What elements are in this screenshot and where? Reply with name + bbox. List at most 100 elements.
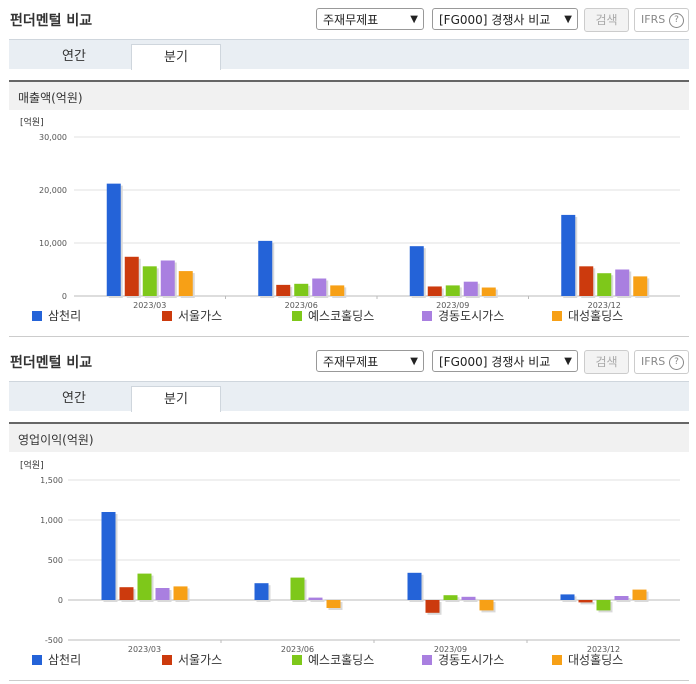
y-tick-label: -500 <box>45 636 63 645</box>
bar <box>461 596 476 600</box>
legend-label: 경동도시가스 <box>438 309 504 323</box>
fundamental-widget-sales: 펀더멘털 비교 주재무제표 ▼ [FG000] 경쟁사 비교 ▼ 검색 IFRS… <box>9 8 689 337</box>
y-tick-label: 0 <box>62 292 67 301</box>
ifrs-button[interactable]: IFRS ? <box>634 8 689 32</box>
legend-swatch <box>162 655 172 665</box>
bar <box>254 583 269 600</box>
bar <box>614 596 629 600</box>
tab-annual[interactable]: 연간 <box>62 391 86 406</box>
bar <box>409 246 424 296</box>
x-tick-label: 2023/03 <box>128 645 161 654</box>
metric-title: 영업이익(억원) <box>18 433 94 447</box>
bar <box>326 600 341 608</box>
bar <box>155 588 170 600</box>
legend-swatch <box>32 655 42 665</box>
bar <box>596 600 611 611</box>
statement-select-value: 주재무제표 <box>323 355 379 369</box>
chevron-down-icon: ▼ <box>564 356 572 367</box>
search-button[interactable]: 검색 <box>584 8 629 32</box>
bar <box>445 285 460 296</box>
bar <box>142 266 157 296</box>
bar <box>481 287 496 296</box>
x-tick-label: 2023/12 <box>588 301 621 310</box>
bar <box>427 286 442 296</box>
x-tick-label: 2023/12 <box>587 645 620 654</box>
legend-label: 예스코홀딩스 <box>308 653 374 667</box>
x-tick-label: 2023/03 <box>133 301 166 310</box>
ifrs-label: IFRS <box>641 355 666 368</box>
ifrs-label: IFRS <box>641 13 666 26</box>
chevron-down-icon: ▼ <box>410 14 418 25</box>
bar-shadow <box>310 599 325 602</box>
legend-swatch <box>422 655 432 665</box>
statement-select-value: 주재무제표 <box>323 13 379 27</box>
bar <box>312 278 327 296</box>
bar <box>407 572 422 600</box>
compare-select[interactable]: [FG000] 경쟁사 비교 ▼ <box>432 8 578 30</box>
bar <box>173 586 188 600</box>
bar <box>119 587 134 600</box>
legend-label: 예스코홀딩스 <box>308 309 374 323</box>
bar <box>479 600 494 611</box>
x-tick-label: 2023/09 <box>434 645 467 654</box>
y-tick-label: 500 <box>48 556 63 565</box>
compare-select-value: [FG000] 경쟁사 비교 <box>439 355 551 369</box>
legend-swatch <box>292 311 302 321</box>
metric-header: 영업이익(억원) <box>9 422 689 452</box>
bar <box>137 573 152 600</box>
statement-select[interactable]: 주재무제표 ▼ <box>316 8 424 30</box>
bar <box>579 266 594 296</box>
bar-shadow <box>463 598 478 602</box>
tab-quarterly[interactable]: 분기 <box>131 386 221 412</box>
metric-header: 매출액(억원) <box>9 80 689 110</box>
divider <box>9 680 689 681</box>
y-tick-label: 10,000 <box>39 239 67 248</box>
bar <box>615 269 630 296</box>
widget-title: 펀더멘털 비교 <box>10 355 93 371</box>
compare-select[interactable]: [FG000] 경쟁사 비교 ▼ <box>432 350 578 372</box>
bar <box>308 597 323 600</box>
tab-quarterly[interactable]: 분기 <box>131 44 221 70</box>
y-tick-label: 1,000 <box>40 516 63 525</box>
widget-title: 펀더멘털 비교 <box>10 13 93 29</box>
y-tick-label: 30,000 <box>39 133 67 142</box>
bar-shadow <box>580 602 595 605</box>
operating-profit-bar-chart: [억원] -500 0 500 1,000 1,500 2023/03 2023/06 2023… <box>20 459 680 667</box>
metric-title: 매출액(억원) <box>18 91 83 105</box>
tab-annual[interactable]: 연간 <box>62 49 86 64</box>
bar <box>632 589 647 600</box>
x-tick-label: 2023/06 <box>281 645 314 654</box>
search-button[interactable]: 검색 <box>584 350 629 374</box>
y-tick-label: 20,000 <box>39 186 67 195</box>
x-tick-label: 2023/09 <box>436 301 469 310</box>
legend-swatch <box>422 311 432 321</box>
widget-header: 펀더멘털 비교 주재무제표 ▼ [FG000] 경쟁사 비교 ▼ 검색 IFRS… <box>0 342 696 378</box>
bar <box>633 276 648 296</box>
legend-label: 대성홀딩스 <box>568 653 623 667</box>
legend-swatch <box>552 655 562 665</box>
bar <box>425 600 440 613</box>
y-unit-label: [억원] <box>20 459 44 471</box>
help-icon[interactable]: ? <box>669 13 684 28</box>
legend-label: 서울가스 <box>178 309 222 323</box>
period-tabs: 연간 분기 <box>9 39 689 70</box>
period-tabs: 연간 분기 <box>9 381 689 412</box>
legend-label: 삼천리 <box>48 652 81 667</box>
legend-label: 대성홀딩스 <box>568 309 623 323</box>
legend-swatch <box>552 311 562 321</box>
chevron-down-icon: ▼ <box>564 14 572 25</box>
bar <box>290 577 305 600</box>
bar <box>443 595 458 600</box>
chevron-down-icon: ▼ <box>410 356 418 367</box>
bar <box>106 183 121 296</box>
bar <box>560 594 575 600</box>
ifrs-button[interactable]: IFRS ? <box>634 350 689 374</box>
bar <box>178 271 193 296</box>
legend-swatch <box>32 311 42 321</box>
help-icon[interactable]: ? <box>669 355 684 370</box>
bar <box>124 256 139 296</box>
statement-select[interactable]: 주재무제표 ▼ <box>316 350 424 372</box>
x-tick-label: 2023/06 <box>285 301 318 310</box>
legend-label: 경동도시가스 <box>438 653 504 667</box>
bar <box>101 512 116 600</box>
